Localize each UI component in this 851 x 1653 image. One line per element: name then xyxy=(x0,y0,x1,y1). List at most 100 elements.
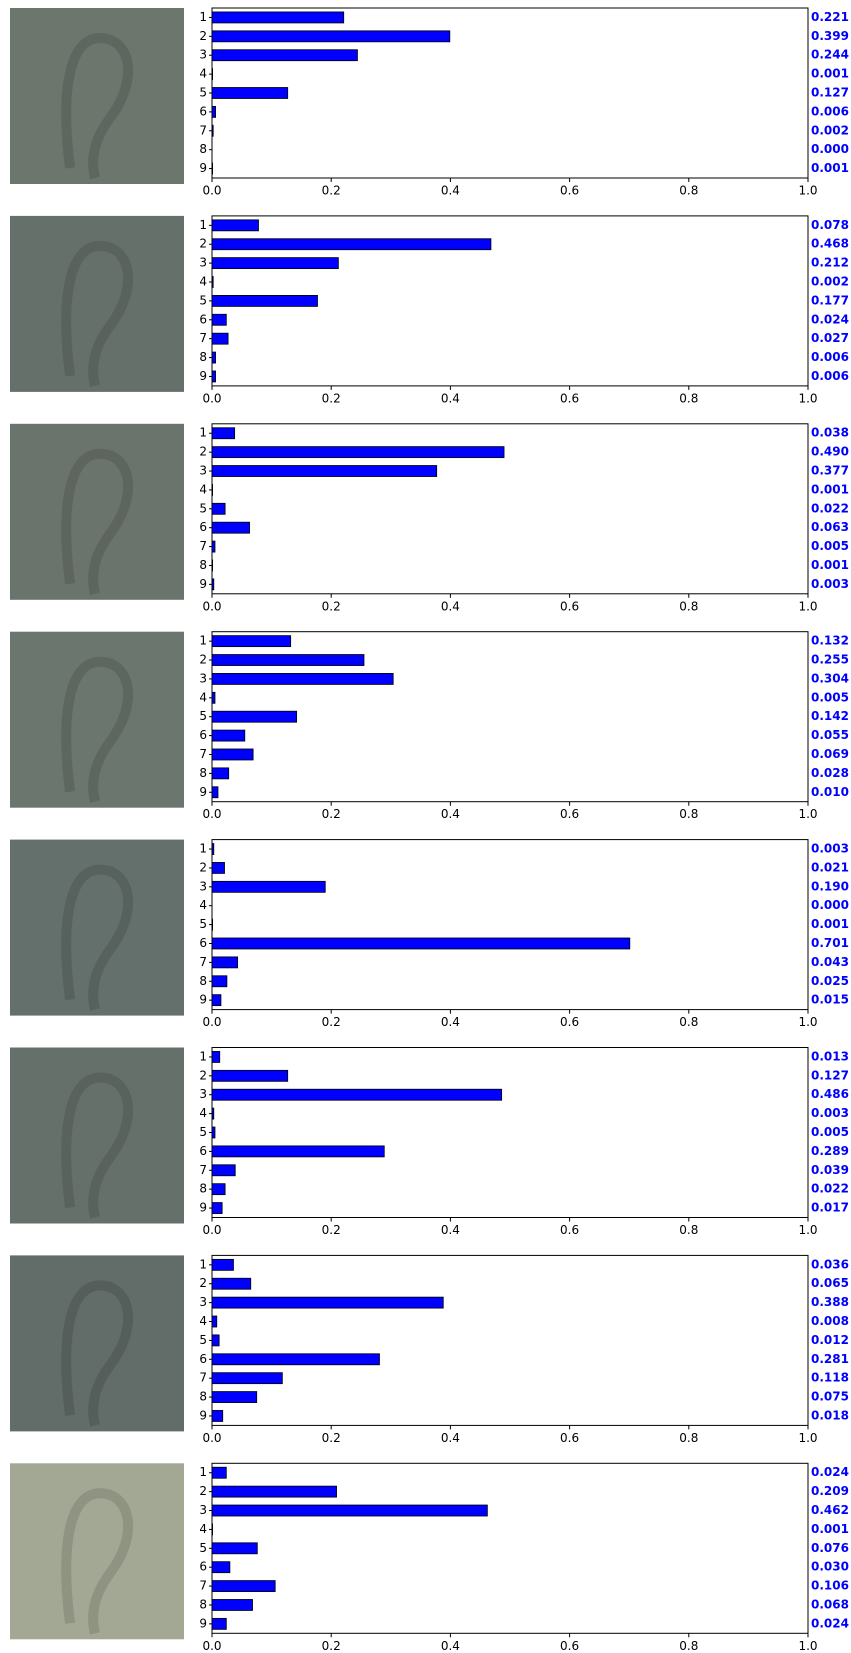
x-tick-label: 1.0 xyxy=(798,1431,817,1445)
x-tick-label: 0.6 xyxy=(560,1639,579,1653)
value-label: 0.036 xyxy=(811,1257,849,1271)
x-tick-label: 0.6 xyxy=(560,184,579,198)
bar xyxy=(212,258,338,269)
value-label: 0.003 xyxy=(811,1106,849,1120)
figure: 10.22120.39930.24440.00150.12760.00670.0… xyxy=(0,0,851,1653)
bar xyxy=(212,50,357,61)
x-tick-label: 0.8 xyxy=(679,599,698,613)
y-tick-label: 1 xyxy=(199,1257,207,1271)
x-tick-label: 0.6 xyxy=(560,1223,579,1237)
bar xyxy=(212,1297,443,1308)
x-tick-label: 0.8 xyxy=(679,184,698,198)
x-tick-label: 0.2 xyxy=(322,807,341,821)
value-label: 0.177 xyxy=(811,293,849,307)
bar xyxy=(212,1581,275,1592)
bar xyxy=(212,1051,220,1062)
y-tick-label: 2 xyxy=(199,653,207,667)
x-tick-label: 0.0 xyxy=(202,1639,221,1653)
x-tick-label: 0.0 xyxy=(202,1431,221,1445)
value-label: 0.030 xyxy=(811,1560,849,1574)
y-tick-label: 9 xyxy=(199,993,207,1007)
value-label: 0.490 xyxy=(811,445,849,459)
y-tick-label: 1 xyxy=(199,426,207,440)
x-tick-label: 0.8 xyxy=(679,1431,698,1445)
value-label: 0.069 xyxy=(811,747,849,761)
value-label: 0.281 xyxy=(811,1352,849,1366)
y-tick-label: 8 xyxy=(199,1182,207,1196)
value-label: 0.304 xyxy=(811,671,849,685)
y-tick-label: 8 xyxy=(199,350,207,364)
bar xyxy=(212,1410,223,1421)
x-tick-label: 0.8 xyxy=(679,807,698,821)
y-tick-label: 2 xyxy=(199,1276,207,1290)
y-tick-label: 1 xyxy=(199,218,207,232)
x-tick-label: 0.2 xyxy=(322,1431,341,1445)
bar xyxy=(212,862,225,873)
y-tick-label: 5 xyxy=(199,1333,207,1347)
value-label: 0.015 xyxy=(811,993,849,1007)
bar xyxy=(212,1070,288,1081)
bar xyxy=(212,12,344,23)
value-label: 0.388 xyxy=(811,1295,849,1309)
value-label: 0.468 xyxy=(811,237,849,251)
y-tick-label: 4 xyxy=(199,690,207,704)
bar xyxy=(212,1335,219,1346)
value-label: 0.127 xyxy=(811,86,849,100)
axes-frame xyxy=(212,1255,808,1425)
value-label: 0.013 xyxy=(811,1049,849,1063)
value-label: 0.078 xyxy=(811,218,849,232)
axes-frame xyxy=(212,840,808,1010)
bar xyxy=(212,881,325,892)
x-tick-label: 0.8 xyxy=(679,391,698,405)
y-tick-label: 2 xyxy=(199,1484,207,1498)
y-tick-label: 4 xyxy=(199,67,207,81)
value-label: 0.462 xyxy=(811,1503,849,1517)
x-tick-label: 0.0 xyxy=(202,599,221,613)
bar xyxy=(212,314,226,325)
y-tick-label: 1 xyxy=(199,634,207,648)
value-label: 0.399 xyxy=(811,29,849,43)
bar xyxy=(212,636,291,647)
y-tick-label: 1 xyxy=(199,842,207,856)
bar xyxy=(212,1392,257,1403)
axes-frame xyxy=(212,1048,808,1218)
y-tick-label: 8 xyxy=(199,142,207,156)
value-label: 0.190 xyxy=(811,879,849,893)
value-label: 0.001 xyxy=(811,67,849,81)
y-tick-label: 2 xyxy=(199,860,207,874)
value-label: 0.003 xyxy=(811,577,849,591)
y-tick-label: 4 xyxy=(199,482,207,496)
value-label: 0.244 xyxy=(811,48,849,62)
bar xyxy=(212,1467,226,1478)
value-label: 0.001 xyxy=(811,558,849,572)
x-tick-label: 1.0 xyxy=(798,599,817,613)
y-tick-label: 6 xyxy=(199,104,207,118)
value-label: 0.486 xyxy=(811,1087,849,1101)
bar xyxy=(212,655,364,666)
bar xyxy=(212,1278,251,1289)
value-label: 0.005 xyxy=(811,1125,849,1139)
y-tick-label: 7 xyxy=(199,539,207,553)
y-tick-label: 7 xyxy=(199,1163,207,1177)
bar xyxy=(212,1259,233,1270)
y-tick-label: 9 xyxy=(199,1201,207,1215)
x-tick-label: 0.2 xyxy=(322,1015,341,1029)
x-tick-label: 0.4 xyxy=(441,391,460,405)
x-tick-label: 0.2 xyxy=(322,1639,341,1653)
x-tick-label: 0.4 xyxy=(441,184,460,198)
y-tick-label: 2 xyxy=(199,445,207,459)
value-label: 0.001 xyxy=(811,1522,849,1536)
value-label: 0.006 xyxy=(811,350,849,364)
x-tick-label: 0.4 xyxy=(441,1431,460,1445)
bar xyxy=(212,787,218,798)
bar xyxy=(212,1543,257,1554)
value-label: 0.018 xyxy=(811,1408,849,1422)
value-label: 0.065 xyxy=(811,1276,849,1290)
bar xyxy=(212,1373,282,1384)
y-tick-label: 5 xyxy=(199,501,207,515)
bar xyxy=(212,239,491,250)
bar xyxy=(212,503,225,514)
value-label: 0.017 xyxy=(811,1201,849,1215)
x-tick-label: 0.4 xyxy=(441,1015,460,1029)
y-tick-label: 2 xyxy=(199,29,207,43)
